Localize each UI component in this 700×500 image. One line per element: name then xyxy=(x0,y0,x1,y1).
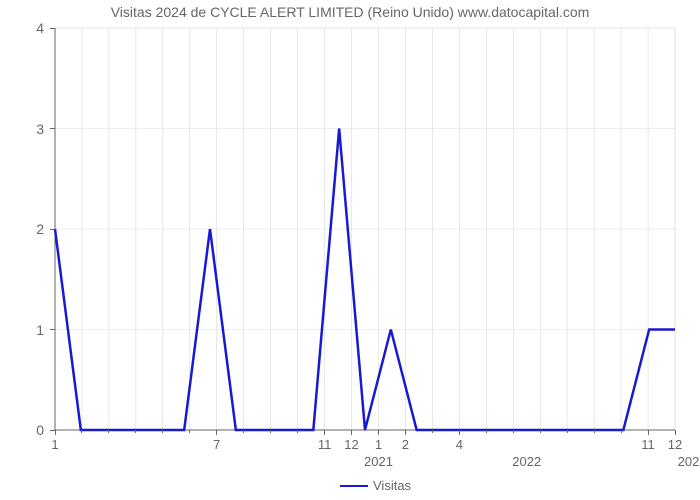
x-tick-mark xyxy=(351,430,352,435)
y-tick-mark xyxy=(50,329,55,330)
y-tick-label: 0 xyxy=(0,422,44,438)
y-tick-label: 1 xyxy=(0,322,44,338)
x-tick-mark xyxy=(378,430,379,435)
x-tick-label: 1 xyxy=(40,437,70,452)
y-tick-label: 2 xyxy=(0,221,44,237)
x-tick-mark xyxy=(675,430,676,435)
x-minor-tick xyxy=(432,430,433,433)
y-tick-mark xyxy=(50,28,55,29)
x-tick-label: 1 xyxy=(363,437,393,452)
x-group-label: 2021 xyxy=(353,454,403,469)
x-minor-tick xyxy=(189,430,190,433)
x-minor-tick xyxy=(270,430,271,433)
x-tick-label: 4 xyxy=(444,437,474,452)
x-minor-tick xyxy=(567,430,568,433)
legend: Visitas xyxy=(340,478,411,493)
x-tick-label: 11 xyxy=(633,437,663,452)
x-tick-mark xyxy=(55,430,56,435)
x-group-label: 202 xyxy=(663,454,700,469)
x-minor-tick xyxy=(513,430,514,433)
legend-label: Visitas xyxy=(373,478,411,493)
x-minor-tick xyxy=(540,430,541,433)
x-tick-label: 12 xyxy=(337,437,367,452)
x-minor-tick xyxy=(486,430,487,433)
x-minor-tick xyxy=(162,430,163,433)
x-tick-mark xyxy=(324,430,325,435)
x-minor-tick xyxy=(81,430,82,433)
x-minor-tick xyxy=(297,430,298,433)
x-minor-tick xyxy=(621,430,622,433)
x-tick-mark xyxy=(459,430,460,435)
x-minor-tick xyxy=(594,430,595,433)
chart-container: Visitas 2024 de CYCLE ALERT LIMITED (Rei… xyxy=(0,0,700,500)
x-minor-tick xyxy=(243,430,244,433)
y-tick-label: 4 xyxy=(0,20,44,36)
x-tick-mark xyxy=(648,430,649,435)
x-group-label: 2022 xyxy=(502,454,552,469)
y-tick-label: 3 xyxy=(0,121,44,137)
x-tick-label: 12 xyxy=(660,437,690,452)
x-minor-tick xyxy=(108,430,109,433)
x-minor-tick xyxy=(135,430,136,433)
x-tick-mark xyxy=(405,430,406,435)
x-tick-label: 2 xyxy=(390,437,420,452)
chart-svg xyxy=(0,0,700,500)
x-tick-label: 7 xyxy=(202,437,232,452)
y-tick-mark xyxy=(50,229,55,230)
y-tick-mark xyxy=(50,128,55,129)
x-tick-label: 11 xyxy=(310,437,340,452)
x-tick-mark xyxy=(216,430,217,435)
legend-swatch xyxy=(340,485,368,487)
